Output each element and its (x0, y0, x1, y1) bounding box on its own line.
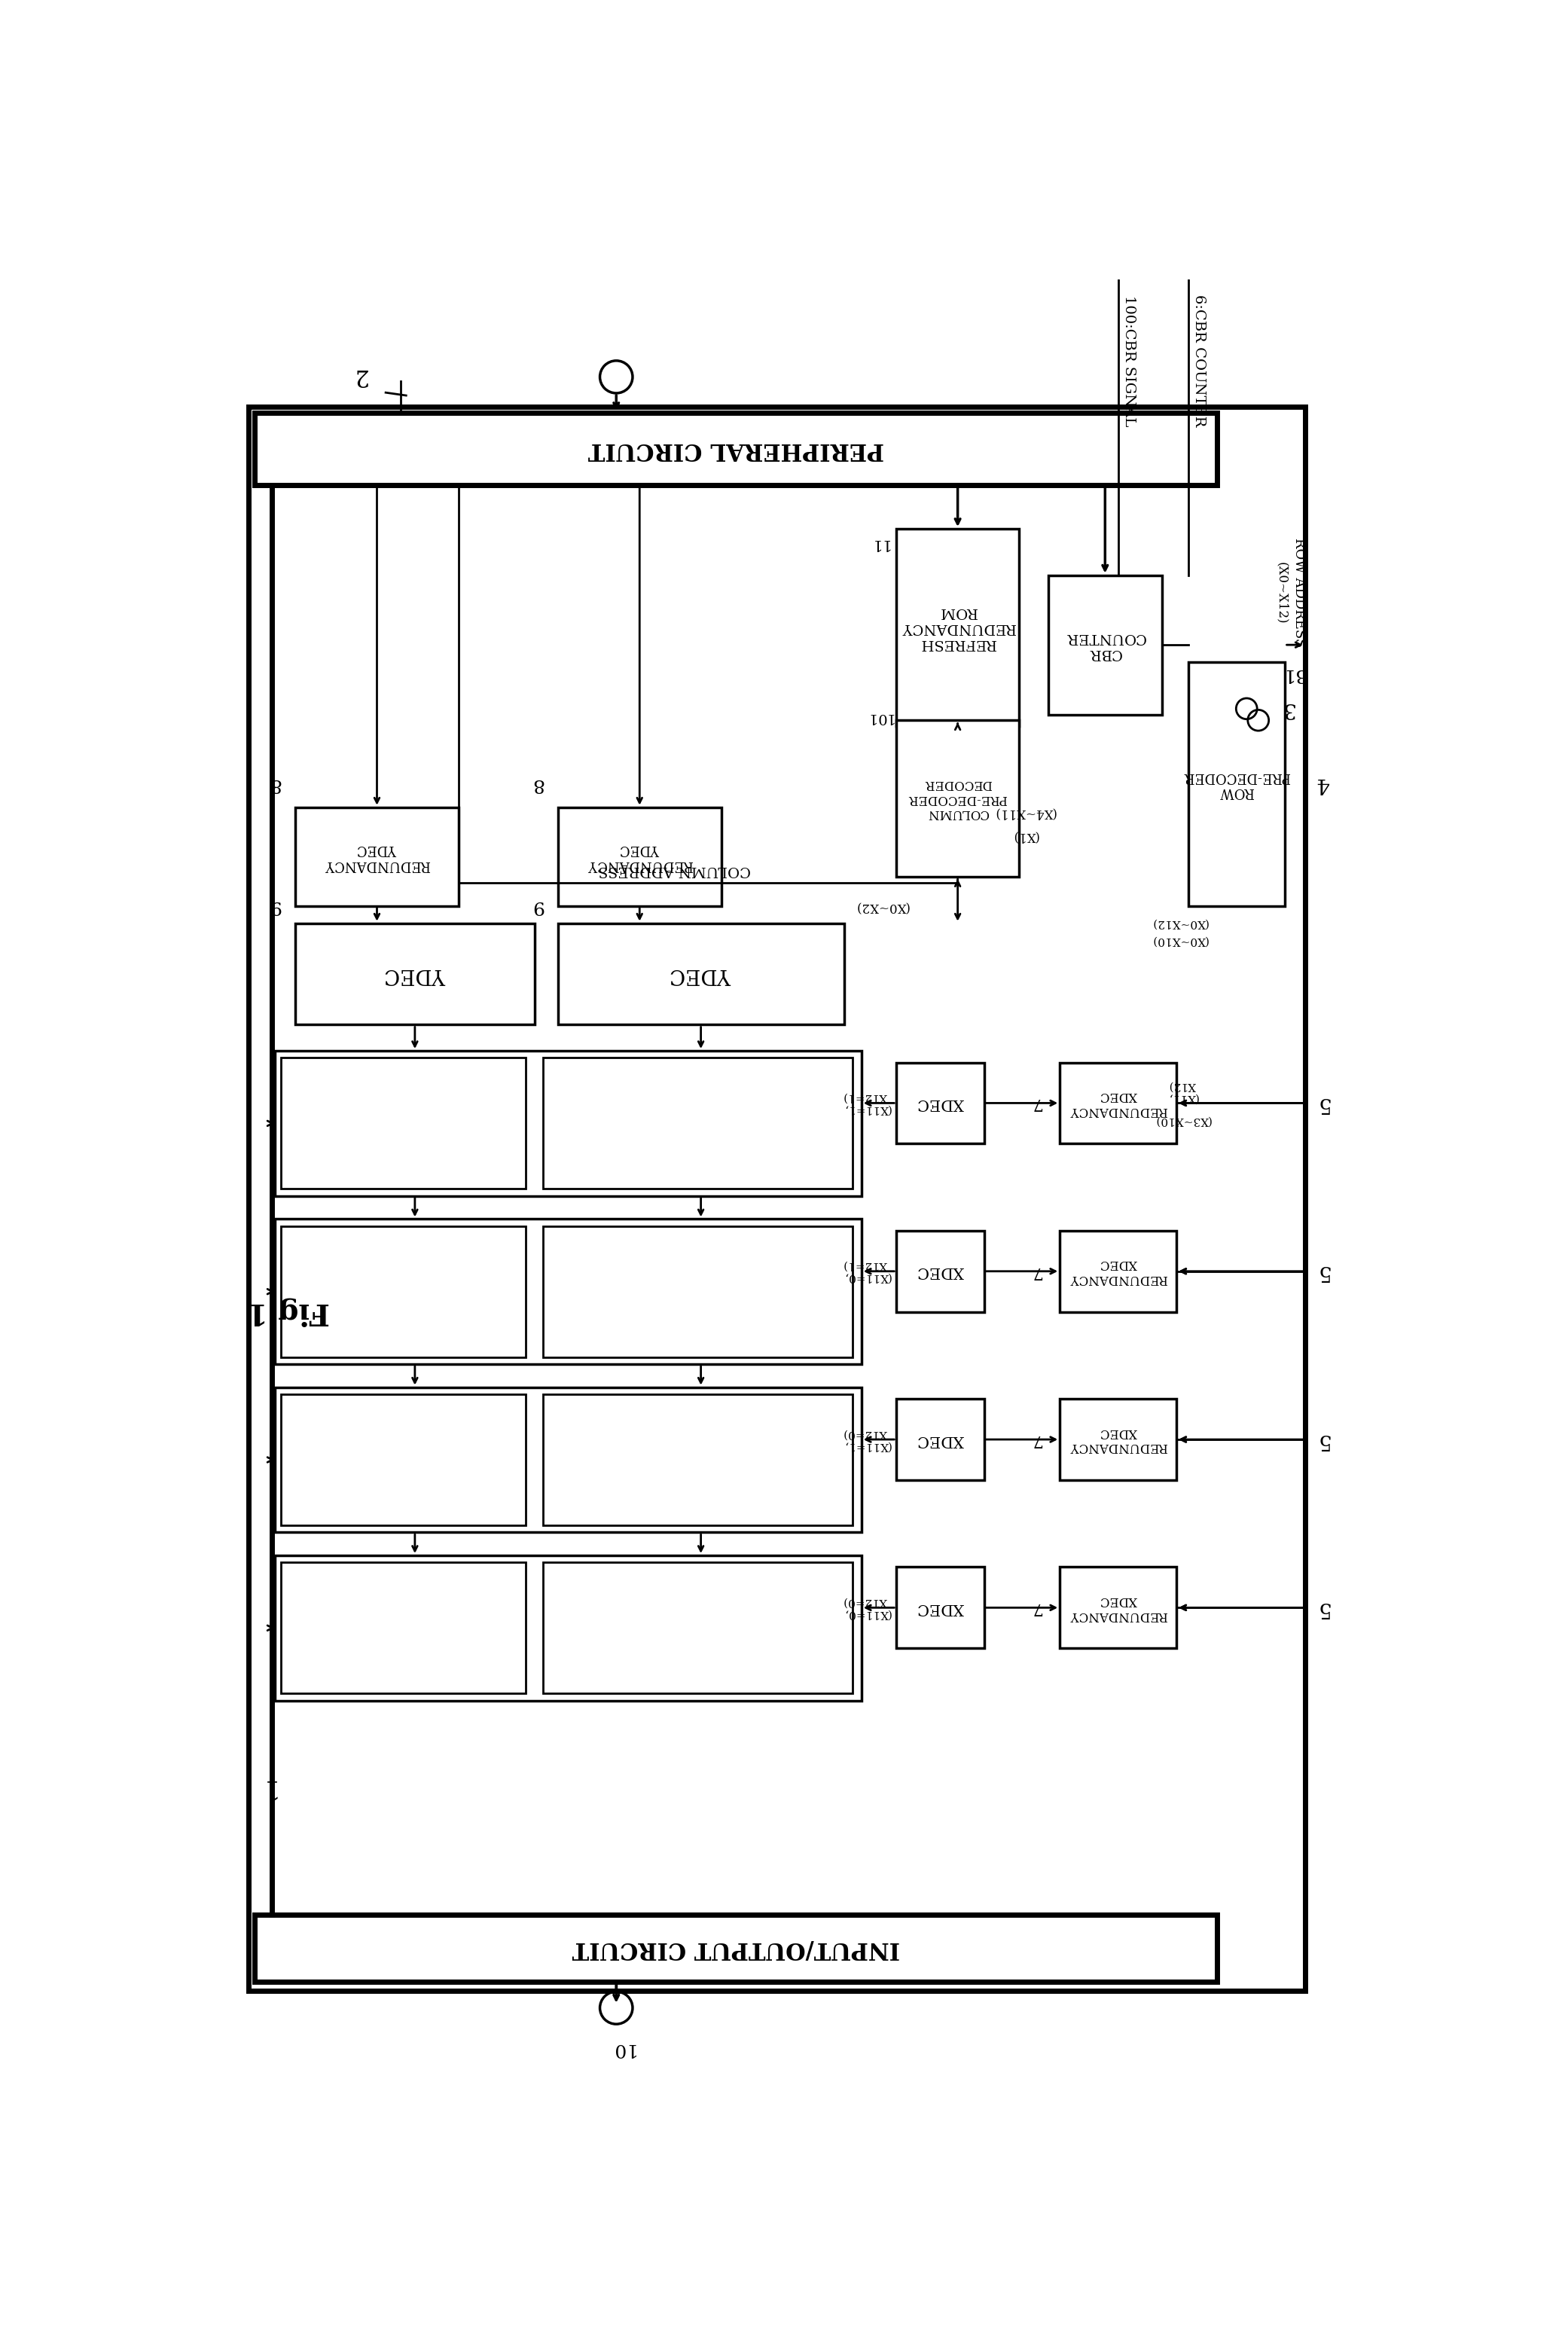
Text: 8: 8 (268, 776, 281, 792)
Text: 100:CBR SIGNAL: 100:CBR SIGNAL (1123, 296, 1135, 426)
Bar (274, 1388, 861, 1532)
Text: ROW ADDRESS: ROW ADDRESS (1292, 538, 1306, 647)
Text: 5: 5 (1316, 1430, 1330, 1449)
Text: XDEC: XDEC (917, 1432, 964, 1446)
Bar (558, 922, 844, 1025)
Bar (295, 922, 535, 1025)
Bar (1060, 1400, 1176, 1479)
Bar (281, 1563, 525, 1693)
Text: (X11,
X12): (X11, X12) (1167, 1081, 1198, 1104)
Text: Fig.1: Fig.1 (245, 1297, 328, 1325)
Text: 2: 2 (353, 363, 367, 387)
Bar (1047, 575, 1162, 715)
Text: REDUNDANCY
XDEC: REDUNDANCY XDEC (1069, 1593, 1167, 1621)
Text: 5: 5 (1316, 1260, 1330, 1281)
Bar (1189, 661, 1284, 906)
Text: (X0~X12): (X0~X12) (1275, 561, 1287, 624)
Text: ROW
PRE-DECODER: ROW PRE-DECODER (1182, 769, 1290, 799)
Text: 5: 5 (1316, 1092, 1330, 1113)
Text: 4: 4 (1316, 773, 1330, 794)
Text: 6:CBR COUNTER: 6:CBR COUNTER (1192, 293, 1206, 426)
Text: 8: 8 (532, 776, 544, 792)
Bar (295, 808, 459, 906)
Text: 10: 10 (610, 2040, 633, 2057)
Text: (X11=0,
X12=0): (X11=0, X12=0) (842, 1595, 891, 1619)
Bar (543, 1225, 853, 1358)
Text: REDUNDANCY
YDEC: REDUNDANCY YDEC (325, 843, 430, 871)
Text: 31: 31 (1281, 666, 1305, 682)
Text: (X0~X2): (X0~X2) (855, 899, 909, 913)
Text: REDUNDANCY
XDEC: REDUNDANCY XDEC (1069, 1425, 1167, 1453)
Text: REDUNDANCY
XDEC: REDUNDANCY XDEC (1069, 1090, 1167, 1118)
Text: XDEC: XDEC (917, 1097, 964, 1111)
Text: 11: 11 (869, 536, 889, 550)
Text: COLUMN ADDRESS: COLUMN ADDRESS (599, 864, 751, 876)
Bar (897, 720, 1019, 878)
Bar (254, 1914, 1217, 1982)
Text: (X11=1,
X12=0): (X11=1, X12=0) (842, 1428, 891, 1451)
Text: REDUNDANCY
XDEC: REDUNDANCY XDEC (1069, 1258, 1167, 1286)
Text: XDEC: XDEC (917, 1600, 964, 1614)
Bar (274, 1556, 861, 1700)
Text: 1: 1 (257, 1775, 274, 1800)
Text: REFRESH
REDUNDANCY
ROM: REFRESH REDUNDANCY ROM (900, 606, 1014, 650)
Text: CBR
COUNTER: CBR COUNTER (1065, 631, 1145, 659)
Text: YDEC: YDEC (384, 964, 445, 985)
Text: COLUMN
PRE-DECODER
DECODER: COLUMN PRE-DECODER DECODER (908, 778, 1007, 820)
Bar (543, 1395, 853, 1525)
Bar (281, 1395, 525, 1525)
Bar (249, 408, 1305, 1991)
Bar (281, 1057, 525, 1188)
Bar (558, 808, 721, 906)
Text: (X0~X12): (X0~X12) (1151, 918, 1207, 929)
Bar (897, 1062, 985, 1144)
Text: 101: 101 (866, 710, 892, 724)
Text: 7: 7 (1032, 1600, 1041, 1616)
Bar (1060, 1230, 1176, 1311)
Text: (X3~X10): (X3~X10) (1154, 1116, 1210, 1125)
Bar (281, 1225, 525, 1358)
Text: 9: 9 (532, 897, 544, 915)
Text: 7: 7 (1032, 1432, 1041, 1449)
Text: 5: 5 (1316, 1598, 1330, 1619)
Bar (1060, 1567, 1176, 1649)
Bar (897, 1567, 985, 1649)
Text: (X11=1,
X12=1): (X11=1, X12=1) (842, 1092, 891, 1116)
Bar (897, 1400, 985, 1479)
Bar (1060, 1062, 1176, 1144)
Text: YDEC: YDEC (670, 964, 732, 985)
Text: 7: 7 (1032, 1262, 1041, 1279)
Text: (X0~X10): (X0~X10) (1151, 936, 1207, 946)
Bar (274, 1050, 861, 1195)
Text: 7: 7 (1032, 1095, 1041, 1111)
Text: PERIPHERAL CIRCUIT: PERIPHERAL CIRCUIT (588, 438, 884, 461)
Bar (543, 1563, 853, 1693)
Bar (274, 1218, 861, 1365)
Bar (543, 1057, 853, 1188)
Text: 3: 3 (1281, 699, 1294, 720)
Text: (X4~X11): (X4~X11) (994, 806, 1055, 820)
Text: 9: 9 (268, 897, 281, 915)
Text: INPUT/OUTPUT CIRCUIT: INPUT/OUTPUT CIRCUIT (572, 1938, 900, 1961)
Text: (X1): (X1) (1011, 829, 1038, 843)
Text: REDUNDANCY
YDEC: REDUNDANCY YDEC (586, 843, 693, 871)
Bar (897, 529, 1019, 727)
Bar (254, 412, 1217, 484)
Bar (897, 1230, 985, 1311)
Text: (X11=0,
X12=1): (X11=0, X12=1) (842, 1260, 891, 1283)
Text: XDEC: XDEC (917, 1265, 964, 1279)
